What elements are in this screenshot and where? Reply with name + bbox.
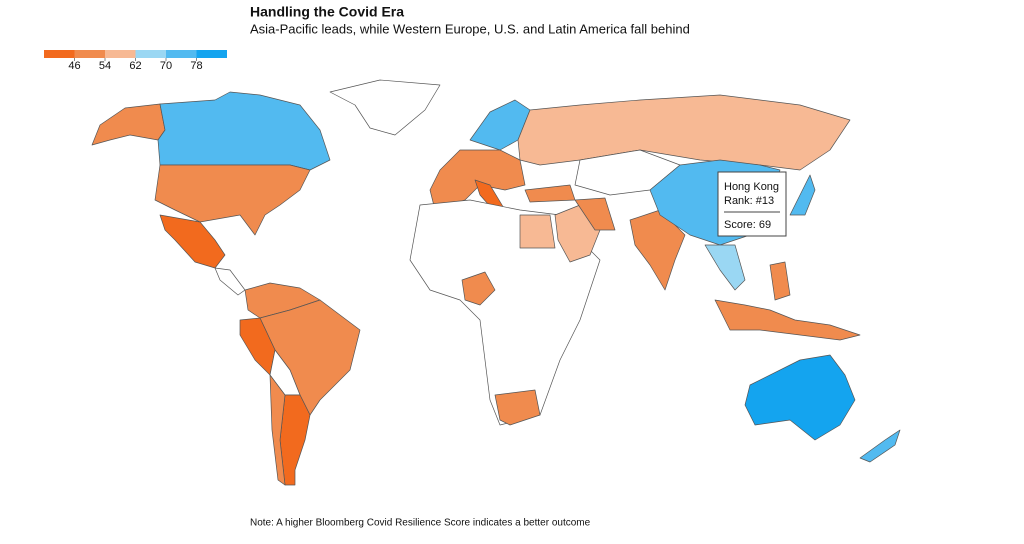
tooltip-box <box>717 171 787 237</box>
legend: 46 54 62 70 78 <box>44 50 227 72</box>
legend-tick-label: 46 <box>68 60 80 72</box>
western-europe <box>429 149 526 211</box>
indonesia <box>714 299 861 341</box>
russia <box>517 94 851 171</box>
tooltip-name: Hong Kong <box>724 181 779 193</box>
tooltip-rank: Rank: #13 <box>724 195 774 207</box>
egypt <box>519 214 556 249</box>
australia <box>744 354 856 441</box>
argentina <box>279 394 311 486</box>
legend-tick-label: 70 <box>160 60 172 72</box>
legend-swatch <box>74 50 105 58</box>
legend-tick-label: 78 <box>190 60 202 72</box>
japan-korea <box>789 174 816 216</box>
south-africa <box>494 389 541 426</box>
tooltip-score: Score: 69 <box>724 219 771 231</box>
legend-swatch <box>135 50 166 58</box>
world-map <box>91 79 901 486</box>
canada <box>157 91 331 171</box>
legend-swatch <box>196 50 227 58</box>
new-zealand <box>859 429 901 463</box>
nigeria <box>461 271 496 306</box>
usa <box>154 164 311 236</box>
tooltip: Hong Kong Rank: #13 Score: 69 <box>717 171 787 237</box>
legend-swatch <box>44 50 75 58</box>
note: Note: A higher Bloomberg Covid Resilienc… <box>250 518 591 529</box>
title: Handling the Covid Era <box>250 4 404 20</box>
subtitle: Asia-Pacific leads, while Western Europe… <box>250 21 690 36</box>
turkey <box>524 184 576 203</box>
legend-tick-label: 62 <box>129 60 141 72</box>
chile <box>269 374 286 486</box>
mexico <box>159 214 226 269</box>
legend-swatch <box>166 50 197 58</box>
southeast-asia <box>704 244 746 291</box>
legend-swatch <box>105 50 136 58</box>
alaska <box>91 103 166 146</box>
africa <box>409 199 601 426</box>
legend-tick-label: 54 <box>99 60 111 72</box>
central-america <box>214 267 246 296</box>
philippines <box>769 261 791 301</box>
iran <box>574 197 616 231</box>
greenland <box>329 79 441 136</box>
